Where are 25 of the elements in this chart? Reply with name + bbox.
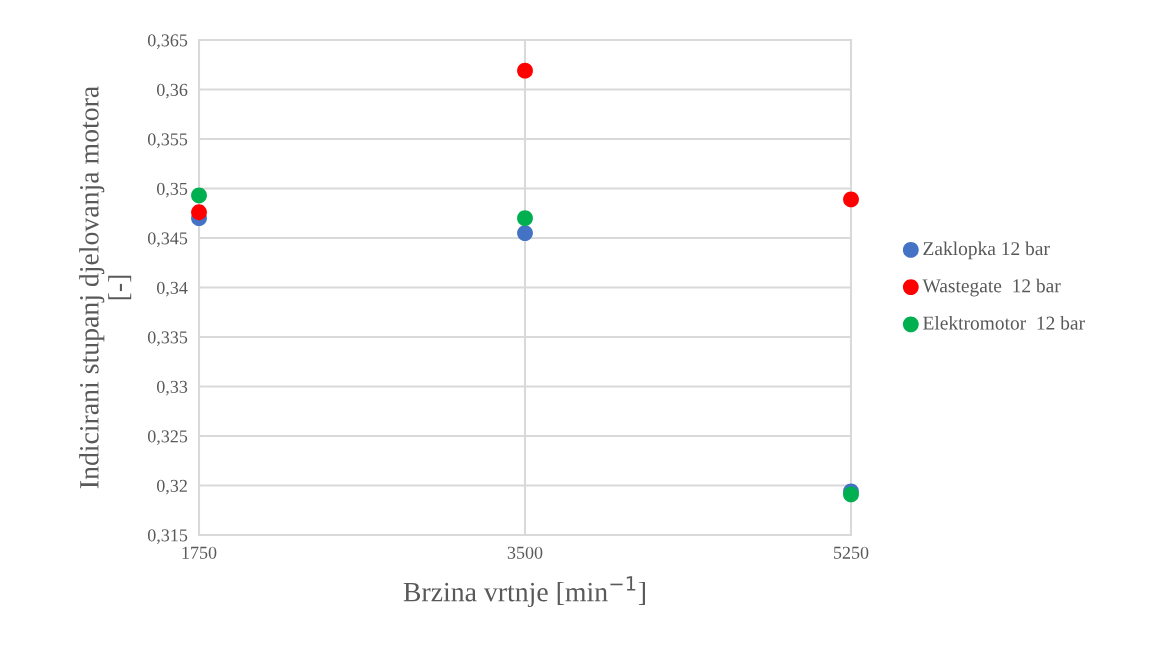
y-tick-label: 0,345 <box>147 232 188 248</box>
legend-label: Wastegate 12 bar <box>922 278 1061 297</box>
y-tick-label: 0,355 <box>147 133 188 149</box>
y-tick-label: 0,325 <box>147 430 188 446</box>
y-tick-label: 0,33 <box>156 380 188 396</box>
point <box>517 225 533 241</box>
point <box>191 204 207 221</box>
y-axis-title: Indicirani stupanj djelovanja motora [-] <box>79 86 132 489</box>
y-tick-label: 0,315 <box>147 529 188 545</box>
y-tick-label: 0,335 <box>147 331 188 347</box>
y-tick-label: 0,365 <box>147 34 188 50</box>
legend-label: Zaklopka 12 bar <box>923 241 1050 260</box>
x-axis-title: Brzina vrtnje [min$^{−1}$] <box>403 576 645 608</box>
point <box>191 187 207 204</box>
x-tick-label: 5250 <box>833 546 869 559</box>
y-tick-label: 0,36 <box>156 83 188 99</box>
legend-label: Elektromotor 12 bar <box>923 315 1085 330</box>
y-tick-label: 0,34 <box>156 281 188 297</box>
y-tick-label: 0,35 <box>156 182 188 198</box>
y-tick-label: 0,32 <box>156 479 187 495</box>
x-tick-label: 1750 <box>182 546 217 559</box>
x-tick-label: 3500 <box>507 546 543 559</box>
point <box>517 210 533 227</box>
point <box>843 191 859 208</box>
point <box>517 62 533 79</box>
